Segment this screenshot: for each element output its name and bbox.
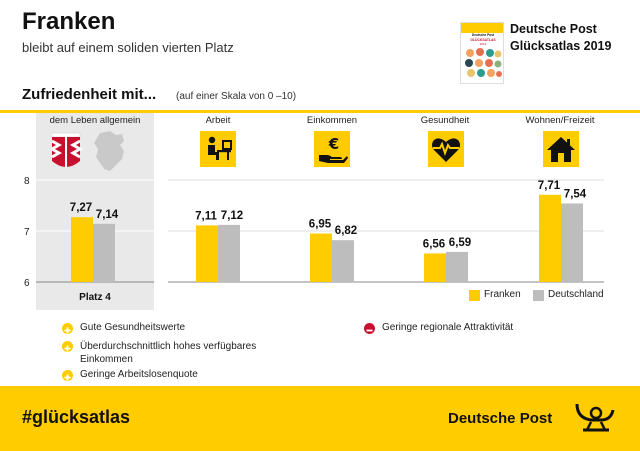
legend-swatch-franken [469, 290, 480, 301]
plus-icon [62, 370, 73, 381]
bar-franken [71, 217, 93, 282]
bar-franken [539, 194, 561, 282]
data-label: 7,71 [538, 180, 561, 192]
data-label: 6,59 [449, 237, 471, 249]
positive-point: Überdurchschnittlich hohes verfügbares E… [80, 341, 257, 365]
data-label: 7,14 [96, 209, 119, 221]
page-title: Franken [22, 8, 116, 35]
cover-faces [465, 48, 502, 77]
post-horn-icon [573, 400, 619, 439]
plus-icon [62, 323, 73, 334]
flag-map-icon [48, 131, 142, 178]
section-note: (auf einer Skala von 0 –10) [176, 91, 297, 102]
positive-point: Geringe Arbeitslosenquote [80, 369, 198, 380]
y-tick-label: 7 [24, 227, 30, 238]
data-label: 6,56 [423, 238, 445, 250]
cover-line3: 2019 [480, 42, 487, 46]
page-subtitle: bleibt auf einem soliden vierten Platz [22, 40, 234, 55]
data-label: 7,54 [564, 188, 587, 200]
negative-point: Geringe regionale Attraktivität [382, 322, 514, 333]
bar-deutschland [446, 251, 468, 282]
data-label: 7,12 [221, 210, 243, 222]
minus-icon [364, 323, 375, 334]
hashtag: #glücksatlas [22, 407, 131, 427]
brand-line-1: Deutsche Post [510, 22, 597, 36]
bar-franken [424, 253, 446, 282]
footer-band [0, 386, 640, 451]
legend-label-deutschland: Deutschland [548, 289, 604, 300]
category-label-wohnen: Wohnen/Freizeit [525, 115, 595, 126]
category-label-einkommen: Einkommen [306, 115, 358, 126]
bar-deutschland [218, 224, 240, 282]
data-label: 6,82 [335, 225, 357, 237]
legend-swatch-deutschland [533, 290, 544, 301]
top-divider [0, 110, 640, 113]
euro-hand-icon: € [314, 131, 350, 167]
heart-pulse-icon [428, 131, 464, 167]
y-tick-label: 6 [24, 278, 30, 289]
rank-label: Platz 4 [79, 292, 111, 303]
data-label: 7,27 [70, 202, 92, 214]
cover-line1: Deutsche Post [472, 33, 495, 37]
svg-text:€: € [328, 135, 339, 153]
bar-franken [310, 233, 332, 282]
data-label: 6,95 [309, 219, 332, 231]
logo-text: Deutsche Post [448, 410, 553, 427]
brand-line-2: Glücksatlas 2019 [510, 39, 612, 53]
category-label-leben: dem Leben allgemein [49, 115, 141, 126]
section-title: Zufriedenheit mit... [22, 86, 157, 103]
category-label-gesundheit: Gesundheit [420, 115, 470, 126]
category-label-arbeit: Arbeit [205, 115, 231, 126]
house-icon [543, 131, 579, 167]
glucksatlas-cover-image: Deutsche Post GLÜCKSATLAS 2019 [460, 22, 504, 84]
bar-franken [196, 225, 218, 282]
data-label: 7,11 [195, 210, 217, 222]
cover-line2: GLÜCKSATLAS [470, 37, 496, 42]
y-tick-label: 8 [24, 176, 30, 187]
bar-deutschland [561, 203, 583, 282]
bar-deutschland [332, 240, 354, 282]
plus-icon [62, 341, 73, 352]
positive-point: Gute Gesundheitswerte [80, 322, 186, 333]
desk-worker-icon [200, 131, 236, 167]
bar-deutschland [93, 223, 115, 282]
legend-label-franken: Franken [484, 289, 521, 300]
